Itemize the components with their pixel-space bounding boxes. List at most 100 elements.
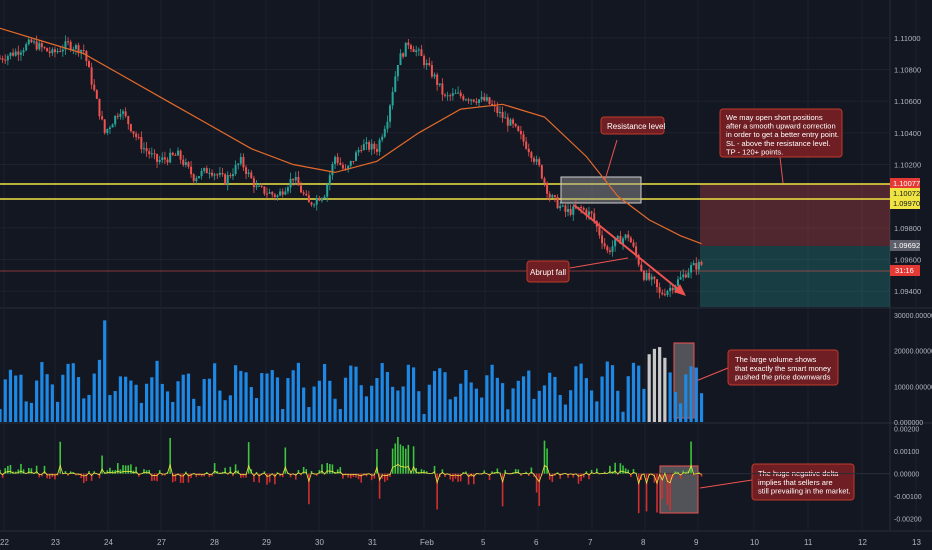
candle-body [478, 99, 481, 103]
candle-body [423, 56, 426, 66]
volume-bar [87, 394, 91, 422]
candle-body [177, 150, 179, 156]
delta-signal-line [0, 463, 702, 485]
volume-bar [427, 384, 431, 422]
volume-bar [97, 359, 102, 422]
volume-bar [239, 370, 243, 422]
volume-bar [391, 386, 395, 422]
candle-body [292, 178, 295, 181]
volume-bar [684, 374, 688, 422]
candle-body [305, 193, 308, 196]
candle-body [412, 48, 415, 52]
candle-body [231, 174, 234, 177]
volume-bar [605, 361, 609, 422]
candle-body [551, 195, 554, 198]
candle-body [106, 128, 109, 133]
candle-body [375, 148, 378, 152]
volume-bar [286, 378, 290, 422]
candle-body [40, 43, 43, 48]
candle-body [438, 83, 441, 85]
candle-body [464, 99, 467, 101]
volume-bar [302, 387, 306, 422]
volume-bar [92, 373, 96, 422]
candle-body [260, 185, 263, 187]
candle-body [48, 51, 51, 54]
candle-body [331, 164, 334, 176]
volume-bar [8, 369, 13, 422]
moving-average-line [0, 27, 702, 245]
candle-body [650, 276, 653, 280]
candle-body [399, 53, 402, 66]
volume-bar [244, 372, 248, 422]
candle-body [436, 74, 439, 85]
candle-body [271, 192, 274, 195]
candle-body [457, 92, 460, 94]
volume-bar [647, 354, 651, 422]
volume-bar [621, 411, 625, 422]
candle-body [19, 52, 22, 55]
volume-bar [652, 348, 657, 422]
candle-body [323, 196, 326, 199]
candle-body [27, 39, 30, 45]
candle-body [561, 205, 564, 207]
candle-body [163, 157, 166, 160]
candle-body [635, 246, 638, 256]
volume-bar [537, 390, 541, 422]
candle-body [200, 170, 203, 177]
candle-body [446, 95, 449, 97]
volume-bar [516, 380, 520, 422]
candle-body [357, 150, 360, 153]
volume-bar [469, 382, 473, 422]
candle-body [491, 103, 494, 106]
candle-body [258, 185, 261, 187]
candle-body [203, 168, 206, 171]
volume-bar [637, 365, 641, 422]
candle-body [124, 111, 127, 117]
note-line: in order to get a better entry point. [726, 130, 839, 139]
volume-bar [610, 365, 615, 422]
candle-body [378, 139, 381, 152]
volume-bar [490, 364, 494, 422]
label-resistance-top-bg [890, 178, 920, 189]
volume-bar [406, 364, 410, 422]
volume-bar [254, 398, 259, 422]
volume-bar [694, 367, 698, 422]
candle-body [30, 39, 33, 43]
volume-bar [411, 367, 416, 422]
x-tick-label: Feb [420, 538, 434, 547]
candle-body [101, 116, 104, 120]
delta-tick-label: 0.00200 [894, 427, 919, 434]
x-tick-label: 30 [315, 538, 324, 547]
abrupt-note [526, 260, 570, 283]
volume-bar [281, 409, 285, 422]
candle-body [281, 191, 284, 195]
candle-body [512, 119, 515, 124]
volume-bar [333, 398, 337, 422]
volume-bar [631, 362, 636, 422]
volume-bar [139, 402, 143, 422]
note-line: still prevailing in the market. [758, 487, 851, 496]
label-current-bg [890, 265, 920, 276]
note-line: We may open short positions [726, 113, 823, 122]
y-tick-label: 1.11000 [894, 34, 921, 43]
volume-bar [218, 390, 222, 422]
volume-bar [14, 375, 18, 422]
volume-bar [129, 380, 133, 422]
candle-body [266, 193, 268, 195]
candle-body [69, 41, 72, 50]
candle-body [166, 159, 169, 163]
resistance-pointer [604, 139, 618, 181]
candle-body [72, 48, 75, 50]
volume-bar [328, 380, 332, 422]
volume-bar [118, 376, 123, 422]
volume-bar [265, 373, 269, 422]
volume-bar [558, 394, 562, 422]
candle-body [622, 238, 624, 244]
volume-bar [600, 376, 604, 422]
volume-bar [678, 403, 683, 422]
volume-bar [71, 363, 75, 422]
candle-body [645, 272, 648, 280]
volume-bar [589, 390, 594, 422]
candle-body [658, 287, 661, 293]
candle-body [517, 126, 520, 132]
